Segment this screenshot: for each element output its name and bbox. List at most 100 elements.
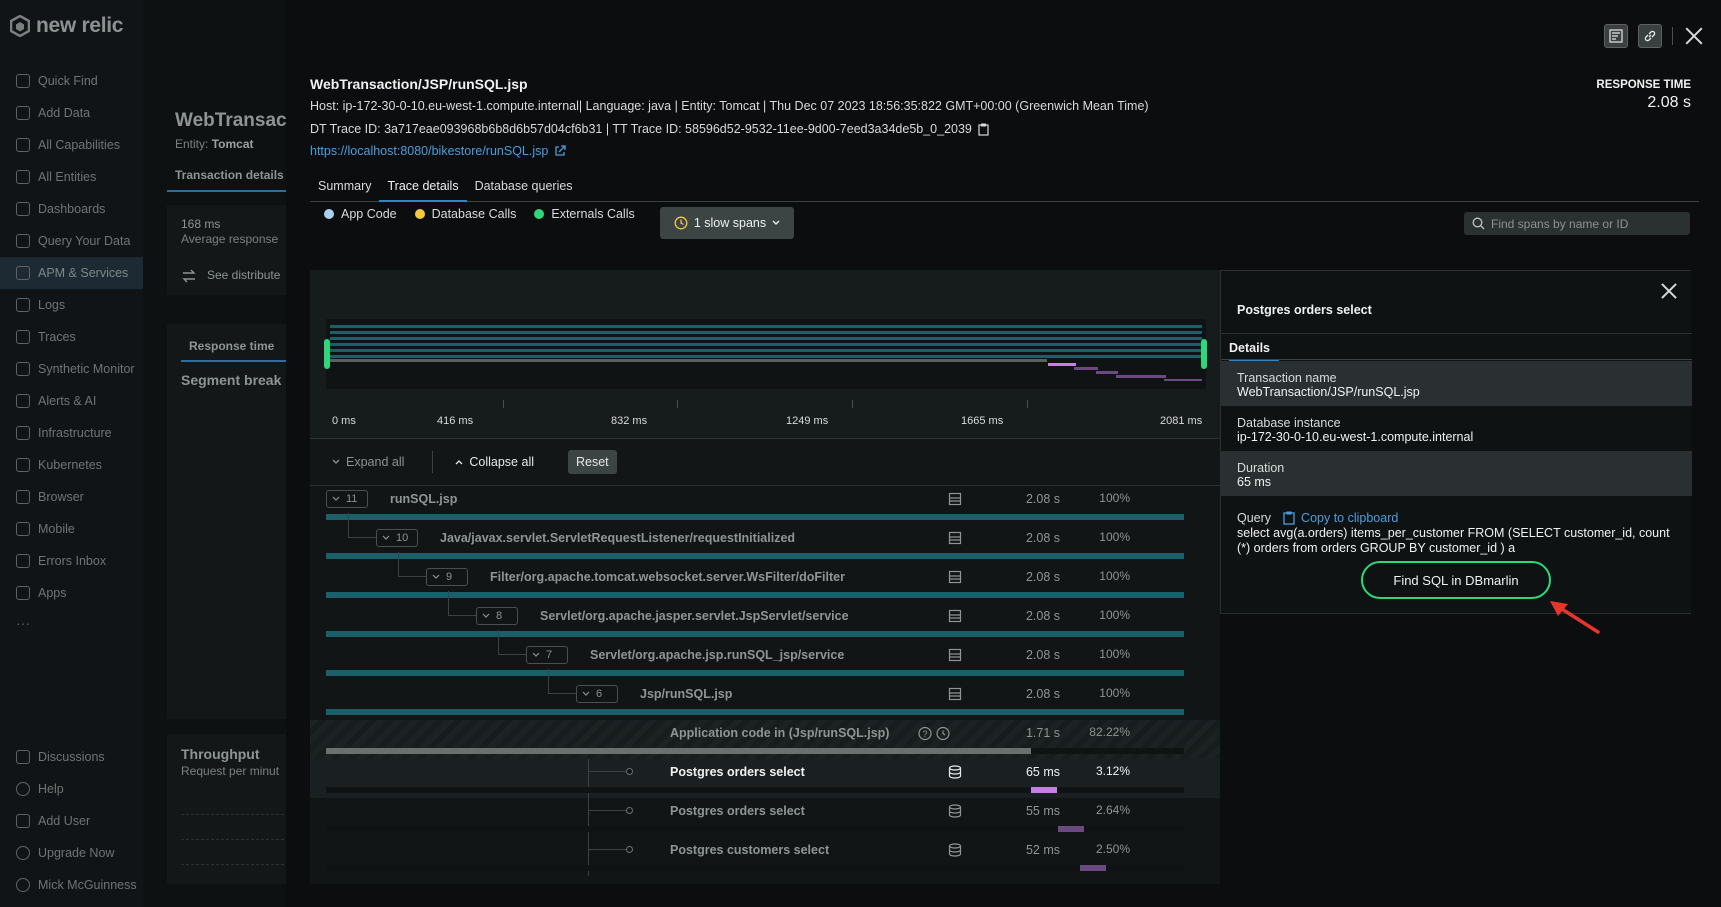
slow-spans-dropdown[interactable]: 1 slow spans — [660, 207, 794, 239]
sidebar-item-all-entities[interactable]: All Entities — [0, 161, 143, 193]
sidebar-item-label: Apps — [38, 586, 67, 600]
find-sql-dbmarlin-button[interactable]: Find SQL in DBmarlin — [1361, 561, 1551, 599]
sidebar-item-upgrade-now[interactable]: Upgrade Now — [0, 837, 143, 869]
timeline-tick-label: 832 ms — [611, 415, 648, 427]
sidebar-item-browser[interactable]: Browser — [0, 481, 143, 513]
sidebar-item-alerts-ai[interactable]: Alerts & AI — [0, 385, 143, 417]
kubernetes-icon — [16, 458, 30, 472]
legend-externals-calls[interactable]: Externals Calls — [534, 207, 635, 221]
legend-database-calls[interactable]: Database Calls — [414, 207, 516, 221]
reset-button[interactable]: Reset — [568, 450, 617, 474]
sidebar-item-mick-mcguinness[interactable]: Mick McGuinness — [0, 869, 143, 901]
synthetic-icon — [16, 362, 30, 376]
tab-trace-details[interactable]: Trace details — [379, 176, 467, 202]
span-legend: App Code Database Calls Externals Calls — [324, 207, 635, 221]
span-name[interactable]: Java/javax.servlet.ServletRequestListene… — [440, 531, 796, 545]
span-name[interactable]: Filter/org.apache.tomcat.websocket.serve… — [490, 570, 845, 584]
span-row[interactable]: 10 Java/javax.servlet.ServletRequestListe… — [310, 513, 1220, 564]
see-distribution-link[interactable]: See distribute — [207, 268, 281, 282]
collapse-toggle[interactable]: 8 — [476, 607, 518, 625]
collapse-toggle[interactable]: 10 — [376, 529, 418, 547]
trace-timeline: 0 ms 416 ms 832 ms 1249 ms 1665 ms 2081 ms — [310, 270, 1220, 438]
expand-all-button[interactable]: Expand all — [332, 455, 404, 469]
annotation-arrow-icon — [1550, 601, 1600, 634]
collapse-toggle[interactable]: 11 — [326, 490, 368, 508]
timeline-minimap[interactable] — [324, 319, 1207, 389]
sidebar-item-traces[interactable]: Traces — [0, 321, 143, 353]
close-modal-icon[interactable] — [1683, 25, 1705, 47]
transaction-url-text[interactable]: https://localhost:8080/bikestore/runSQL.… — [310, 144, 549, 158]
span-search-input[interactable]: Find spans by name or ID — [1464, 212, 1690, 235]
clipboard-icon[interactable] — [978, 123, 989, 136]
span-name[interactable]: Postgres orders select — [670, 765, 805, 779]
database-icon — [948, 804, 962, 818]
sidebar-item-kubernetes[interactable]: Kubernetes — [0, 449, 143, 481]
collapse-all-button[interactable]: Collapse all — [455, 455, 534, 469]
sidebar-item-add-user[interactable]: Add User — [0, 805, 143, 837]
collapse-toggle[interactable]: 6 — [576, 685, 618, 703]
chat-icon — [16, 750, 30, 764]
more-icon[interactable]: ··· — [16, 615, 30, 631]
copy-to-clipboard-button[interactable]: Copy to clipboard — [1283, 511, 1398, 525]
close-icon[interactable] — [1661, 283, 1677, 299]
bg-page-title: WebTransact — [175, 110, 293, 131]
stack-icon — [948, 687, 962, 701]
sidebar-item-all-capabilities[interactable]: All Capabilities — [0, 129, 143, 161]
span-name[interactable]: Postgres customers select — [670, 843, 830, 857]
sidebar-item-infrastructure[interactable]: Infrastructure — [0, 417, 143, 449]
tab-transaction-details[interactable]: Transaction details — [167, 168, 289, 192]
tab-database-queries[interactable]: Database queries — [474, 179, 573, 193]
bg-segment-heading: Segment break — [181, 372, 282, 388]
sidebar-item-synthetic-monitor[interactable]: Synthetic Monitor — [0, 353, 143, 385]
bg-stat-value: 168 ms — [181, 217, 221, 231]
sidebar-item-mobile[interactable]: Mobile — [0, 513, 143, 545]
copy-link-button[interactable] — [1638, 24, 1662, 48]
span-percent: 100% — [1099, 530, 1130, 544]
sidebar-item-errors-inbox[interactable]: Errors Inbox — [0, 545, 143, 577]
collapse-toggle[interactable]: 7 — [526, 646, 568, 664]
span-row[interactable]: Postgres orders select 65 ms 3.12% — [310, 759, 1220, 798]
span-percent: 3.12% — [1095, 764, 1130, 778]
span-duration: 2.08 s — [1025, 531, 1060, 545]
span-row[interactable]: 9 Filter/org.apache.tomcat.websocket.serv… — [310, 552, 1220, 603]
span-duration: 2.08 s — [1025, 648, 1060, 662]
new-relic-logo[interactable]: new relic — [10, 14, 123, 38]
external-link-icon[interactable] — [554, 145, 566, 157]
sidebar-item-query-your-data[interactable]: Query Your Data — [0, 225, 143, 257]
span-name[interactable]: Servlet/org.apache.jasper.servlet.JspSer… — [540, 609, 849, 623]
sidebar-item-apps[interactable]: Apps — [0, 577, 143, 609]
notes-button[interactable] — [1604, 24, 1628, 48]
legend-app-code[interactable]: App Code — [324, 207, 397, 221]
span-name[interactable]: runSQL.jsp — [390, 492, 458, 506]
sidebar-item-dashboards[interactable]: Dashboards — [0, 193, 143, 225]
span-row[interactable]: 8 Servlet/org.apache.jasper.servlet.JspSe… — [310, 591, 1220, 642]
span-row[interactable]: Postgres orders select 55 ms 2.64% — [310, 798, 1220, 837]
sidebar-item-apm-services[interactable]: APM & Services — [0, 257, 143, 289]
span-name[interactable]: Postgres orders select — [670, 804, 805, 818]
sidebar-item-help[interactable]: Help — [0, 773, 143, 805]
span-name[interactable]: Servlet/org.apache.jsp.runSQL_jsp/servic… — [590, 648, 845, 662]
tab-summary[interactable]: Summary — [318, 179, 372, 193]
sidebar-item-label: Synthetic Monitor — [38, 362, 135, 376]
sidebar-item-quick-find[interactable]: Quick Find — [0, 65, 143, 97]
tab-details[interactable]: Details — [1229, 341, 1279, 362]
span-row[interactable]: 7 Servlet/org.apache.jsp.runSQL_jsp/servi… — [310, 630, 1220, 681]
span-row[interactable]: Postgres customers select 52 ms 2.50% — [310, 837, 1220, 876]
chevron-down-icon — [582, 691, 590, 696]
sidebar-item-add-data[interactable]: Add Data — [0, 97, 143, 129]
timeline-handle-right[interactable] — [1201, 339, 1207, 369]
span-bar-track — [326, 670, 1184, 676]
span-row[interactable]: Application code in (Jsp/runSQL.jsp)? 1.7… — [310, 720, 1220, 759]
sidebar-item-logs[interactable]: Logs — [0, 289, 143, 321]
response-time-label: RESPONSE TIME — [1596, 79, 1691, 91]
collapse-toggle[interactable]: 9 — [426, 568, 468, 586]
transaction-url[interactable]: https://localhost:8080/bikestore/runSQL.… — [310, 144, 566, 158]
span-row[interactable]: 11 runSQL.jsp 2.08 s 100% — [310, 486, 1220, 525]
bg-response-tab[interactable]: Response time — [189, 339, 275, 353]
span-name[interactable]: Application code in (Jsp/runSQL.jsp) — [670, 726, 890, 740]
span-row[interactable]: 6 Jsp/runSQL.jsp 2.08 s 100% — [310, 669, 1220, 720]
field-label: Database instance — [1237, 416, 1341, 430]
sidebar-item-discussions[interactable]: Discussions — [0, 741, 143, 773]
span-name[interactable]: Jsp/runSQL.jsp — [640, 687, 733, 701]
timeline-handle-left[interactable] — [324, 339, 330, 369]
